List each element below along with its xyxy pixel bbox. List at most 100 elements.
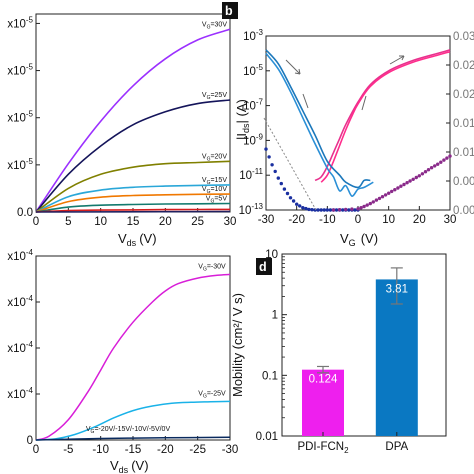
panel-b-sqrt-point bbox=[417, 174, 421, 178]
panel-b-sqrt-point bbox=[331, 208, 336, 212]
panel-a-curve-label: VG=25V bbox=[202, 92, 227, 101]
panel-b-left-y-ticks: 10-3 10-5 10-7 10-9 10-11 10-13 bbox=[239, 28, 270, 217]
panel-b-sqrt-point bbox=[426, 168, 431, 172]
panel-d-bars: 0.124 3.81 bbox=[302, 267, 418, 436]
sweep-arrow-4 bbox=[361, 95, 367, 111]
panel-b-sqrt-point bbox=[325, 208, 329, 212]
panel-d-frame bbox=[281, 253, 447, 437]
panel-b-sqrt-point bbox=[393, 188, 397, 192]
panel-d-bar bbox=[302, 369, 344, 436]
panel-b-sqrt-point bbox=[387, 191, 391, 195]
panel-a-curve-label: VG=30V bbox=[202, 21, 227, 30]
panel-b-left-tick-label: 10-13 bbox=[239, 202, 264, 217]
panel-b-sqrt-point bbox=[439, 160, 443, 164]
panel-b-sqrt-point bbox=[304, 206, 308, 211]
panel-b-sqrt-point bbox=[334, 208, 339, 212]
panel-b-sqrt-point bbox=[350, 207, 354, 211]
panel-c-y-tick-label: x10-4 bbox=[7, 248, 33, 263]
panel-b-left-tick-label: 10-5 bbox=[243, 63, 263, 78]
panel-b-sqrt-point bbox=[368, 201, 372, 206]
panel-c-y-tick-label: 0 bbox=[27, 435, 33, 447]
panel-d-category-label: PDI-FCN2 bbox=[297, 441, 349, 455]
panel-c-x-tick-label: -15 bbox=[125, 444, 142, 456]
panel-b-x-tick-label: 30 bbox=[444, 214, 457, 226]
panel-a-curves bbox=[35, 28, 231, 213]
panel-a-x-tick-label: 25 bbox=[191, 216, 204, 228]
panel-c-curve-label: VG=-25V bbox=[198, 390, 226, 399]
panel-a-y-tick-label: x10-5 bbox=[7, 157, 33, 172]
panel-b-sqrt-point bbox=[298, 204, 302, 208]
panel-b-sqrt-point bbox=[414, 175, 418, 180]
panel-b-sqrt-point bbox=[408, 179, 412, 183]
panel-b-x-tick-label: 0 bbox=[355, 214, 361, 226]
panel-b-right-tick-label: 0.02 bbox=[453, 89, 474, 101]
panel-b-sqrt-point bbox=[276, 176, 280, 180]
panel-a-x-tick-label: 10 bbox=[94, 216, 107, 228]
panel-b-sqrt-point bbox=[405, 181, 409, 185]
panel-b-sqrt-point bbox=[288, 196, 293, 200]
panel-c-y-ticks: 0 x10-4 x10-4 x10-4 x10-4 bbox=[7, 248, 40, 447]
panel-b-sqrt-point bbox=[380, 195, 385, 199]
sweep-arrow-1-head bbox=[294, 68, 301, 75]
panel-b-left-tick-label: 10-7 bbox=[243, 98, 263, 113]
panel-b-sqrt-point bbox=[270, 163, 274, 167]
panel-b-sqrt-point bbox=[282, 187, 287, 191]
panel-b-sqrt-point bbox=[264, 147, 268, 151]
panel-b-sqrt-point bbox=[307, 207, 311, 212]
panel-b-sqrt-point bbox=[448, 154, 452, 158]
panel-b-sqrt-point bbox=[285, 191, 290, 196]
panel-c-curve-labels: VG=-30V VG=-25V VG=-20V/-15V/-10V/-5V/0V bbox=[86, 263, 226, 435]
panel-b-curves bbox=[264, 49, 452, 212]
panel-b-transfer-curve bbox=[314, 49, 451, 182]
panel-c-x-tick-label: -25 bbox=[189, 444, 206, 456]
panel-b-sqrt-point bbox=[341, 208, 345, 212]
panel-b-sqrt-point bbox=[365, 203, 369, 207]
panel-c-x-tick-label: -30 bbox=[222, 444, 239, 456]
panel-b-transfer-curve bbox=[265, 49, 371, 189]
panel-b-x-tick-label: -30 bbox=[258, 214, 275, 226]
panel-a-curve-label: VG=15V bbox=[202, 177, 227, 186]
panel-b-sqrt-point bbox=[433, 164, 437, 168]
panel-b-sqrt-point bbox=[291, 199, 296, 203]
panel-c-y-tick-label: x10-4 bbox=[7, 340, 33, 355]
panel-c-x-tick-label: -5 bbox=[63, 444, 73, 456]
panel-d-y-ticks: 10 1 0.1 0.01 bbox=[256, 249, 287, 443]
panel-a-x-tick-label: 15 bbox=[127, 216, 140, 228]
panel-b-sqrt-point bbox=[411, 177, 415, 181]
panel-a-series-line bbox=[35, 202, 231, 213]
panel-b-x-tick-label: 10 bbox=[382, 214, 395, 226]
panel-b-sqrt-point bbox=[429, 166, 434, 170]
panel-b-x-tick-label: -20 bbox=[288, 214, 305, 226]
panel-b-sqrt-point bbox=[347, 208, 351, 212]
panel-b-sqrt-point bbox=[420, 172, 425, 176]
panel-b-sqrt-point bbox=[310, 208, 314, 212]
panel-b-sqrt-point bbox=[273, 169, 277, 174]
panel-a-series-line bbox=[35, 193, 231, 213]
panel-d-category-labels: PDI-FCN2 DPA bbox=[297, 432, 409, 455]
panel-a-series-line bbox=[35, 210, 231, 213]
panel-c-curves bbox=[35, 273, 231, 441]
panel-d-label-box bbox=[256, 258, 272, 275]
panel-a-x-tick-label: 20 bbox=[159, 216, 172, 228]
panel-a-x-axis-label: Vds (V) bbox=[118, 231, 157, 248]
panel-c-series-line bbox=[35, 436, 231, 441]
panel-d-y-axis-label: Mobility (cm²/ V s) bbox=[230, 293, 245, 397]
panel-a-curve-label: VG=10V bbox=[202, 186, 227, 195]
panel-d-y-tick-label: 0.01 bbox=[256, 431, 278, 443]
panel-c-frame bbox=[35, 255, 231, 441]
panel-d-category-label: DPA bbox=[385, 441, 408, 453]
panel-b-sqrt-point bbox=[316, 208, 320, 212]
panel-c-x-axis-label: Vds (V) bbox=[110, 458, 149, 474]
threshold-fit-line bbox=[263, 117, 317, 211]
panel-b-sqrt-point bbox=[337, 208, 342, 212]
panel-c-curve-label: VG=-30V bbox=[198, 263, 226, 272]
panel-d-value-label: 3.81 bbox=[386, 283, 408, 295]
panel-a-x-tick-label: 5 bbox=[65, 216, 71, 228]
panel-b-sqrt-point bbox=[445, 156, 449, 160]
panel-b-x-tick-label: 20 bbox=[413, 214, 426, 226]
panel-c-x-tick-label: -10 bbox=[92, 444, 109, 456]
panel-b-label-box bbox=[222, 2, 238, 19]
panel-a-x-ticks: 0 5 10 15 20 25 30 bbox=[33, 208, 236, 228]
